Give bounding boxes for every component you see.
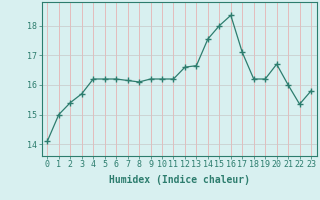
- X-axis label: Humidex (Indice chaleur): Humidex (Indice chaleur): [109, 175, 250, 185]
